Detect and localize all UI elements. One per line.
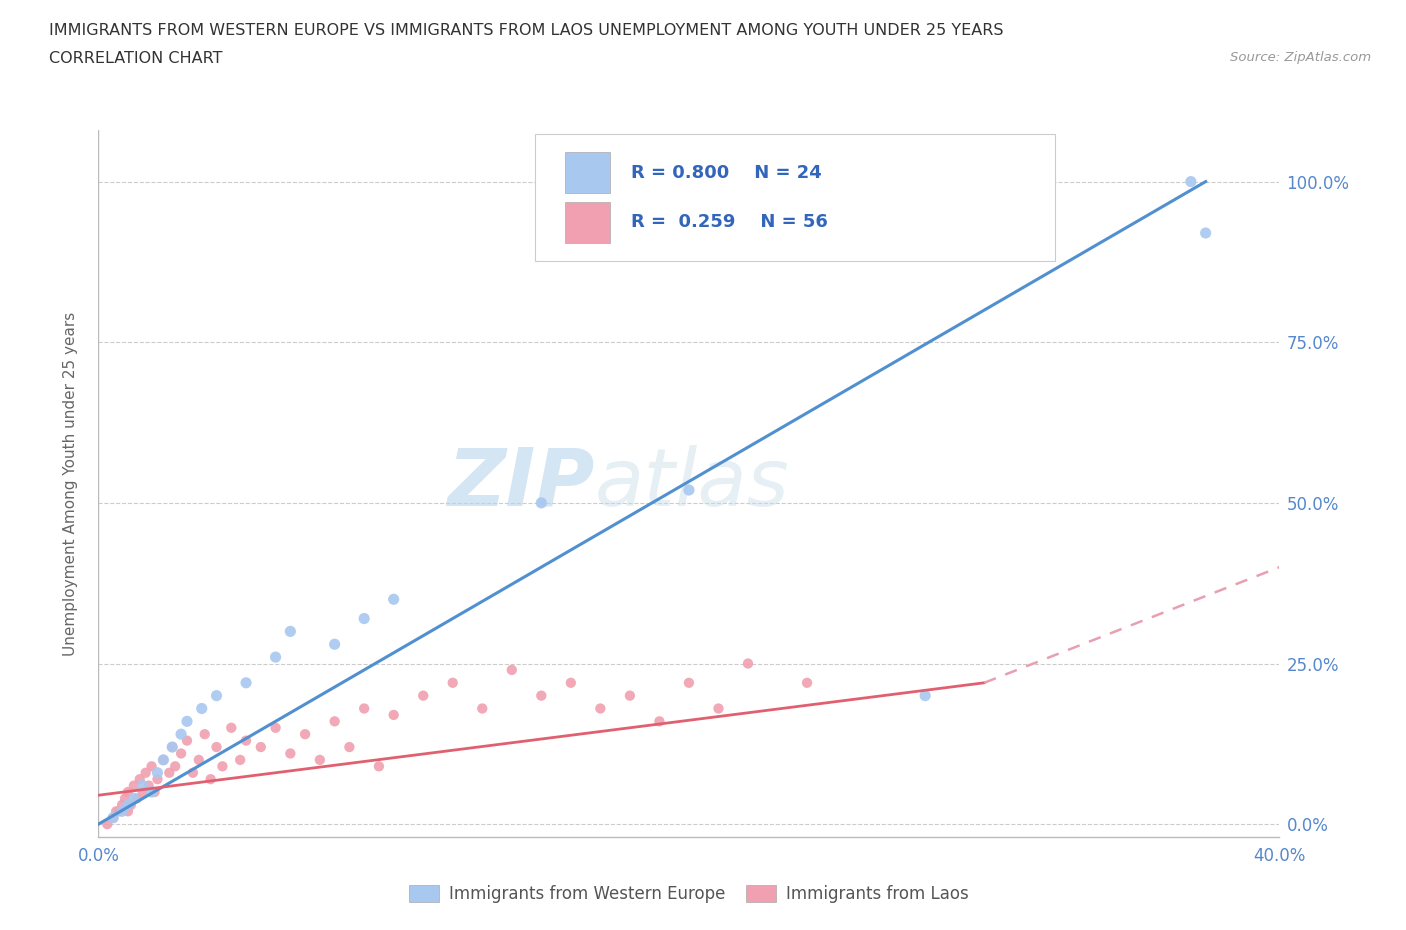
Point [1195,226,1218,241]
Point [229,752,252,767]
Point [162,739,183,754]
Point [125,791,148,806]
Point [135,765,157,780]
Point [152,752,174,767]
Point [114,791,136,806]
Point [412,688,434,703]
Point [111,797,134,812]
Point [323,714,346,729]
Point [96,817,118,831]
Point [200,772,222,787]
Point [141,785,163,800]
Text: Source: ZipAtlas.com: Source: ZipAtlas.com [1230,51,1371,64]
Point [339,739,360,754]
Point [382,591,405,606]
Point [162,739,183,754]
Point [294,726,316,741]
Point [170,746,193,761]
Point [530,496,553,511]
Point [235,733,257,748]
Point [105,804,128,818]
Point [108,804,131,818]
Point [117,804,139,818]
Point [117,785,139,800]
Text: atlas: atlas [595,445,789,523]
Point [530,688,553,703]
Point [128,772,150,787]
Point [146,765,169,780]
Point [157,765,180,780]
Point [132,785,155,800]
Point [278,746,302,761]
Point [181,765,204,780]
Point [1180,174,1202,189]
Point [176,733,198,748]
Point [132,778,155,793]
Text: CORRELATION CHART: CORRELATION CHART [49,51,222,66]
Point [648,714,671,729]
FancyBboxPatch shape [536,134,1054,261]
Point [501,662,523,677]
Point [219,721,242,736]
Point [187,752,209,767]
Point [619,688,641,703]
Point [103,810,125,825]
Legend: Immigrants from Western Europe, Immigrants from Laos: Immigrants from Western Europe, Immigran… [402,879,976,910]
Point [737,656,759,671]
Point [143,785,166,800]
Point [589,701,612,716]
Point [678,483,700,498]
Text: R =  0.259    N = 56: R = 0.259 N = 56 [631,213,828,231]
Point [211,759,233,774]
Point [191,701,214,716]
Point [309,752,332,767]
Point [152,752,174,767]
Point [141,759,163,774]
Point [914,688,936,703]
Text: ZIP: ZIP [447,445,595,523]
Point [678,675,700,690]
FancyBboxPatch shape [565,202,610,243]
Point [353,701,375,716]
Point [194,726,217,741]
Point [264,650,287,665]
Point [264,721,287,736]
Point [122,778,145,793]
Text: R = 0.800    N = 24: R = 0.800 N = 24 [631,164,823,181]
Point [146,772,169,787]
Point [323,637,346,652]
Point [138,778,160,793]
Point [368,759,391,774]
Point [103,810,125,825]
Point [120,797,142,812]
Point [353,611,375,626]
Y-axis label: Unemployment Among Youth under 25 years: Unemployment Among Youth under 25 years [63,312,77,656]
Point [707,701,730,716]
Point [205,688,228,703]
Point [441,675,464,690]
Point [250,739,273,754]
Point [796,675,818,690]
Point [278,624,302,639]
Point [205,739,228,754]
FancyBboxPatch shape [565,153,610,193]
Point [111,804,134,818]
Point [560,675,582,690]
Point [117,797,139,812]
Point [170,726,193,741]
Point [165,759,187,774]
Point [176,714,198,729]
Point [235,675,257,690]
Point [471,701,494,716]
Point [382,708,405,723]
Point [122,791,145,806]
Text: IMMIGRANTS FROM WESTERN EUROPE VS IMMIGRANTS FROM LAOS UNEMPLOYMENT AMONG YOUTH : IMMIGRANTS FROM WESTERN EUROPE VS IMMIGR… [49,23,1004,38]
